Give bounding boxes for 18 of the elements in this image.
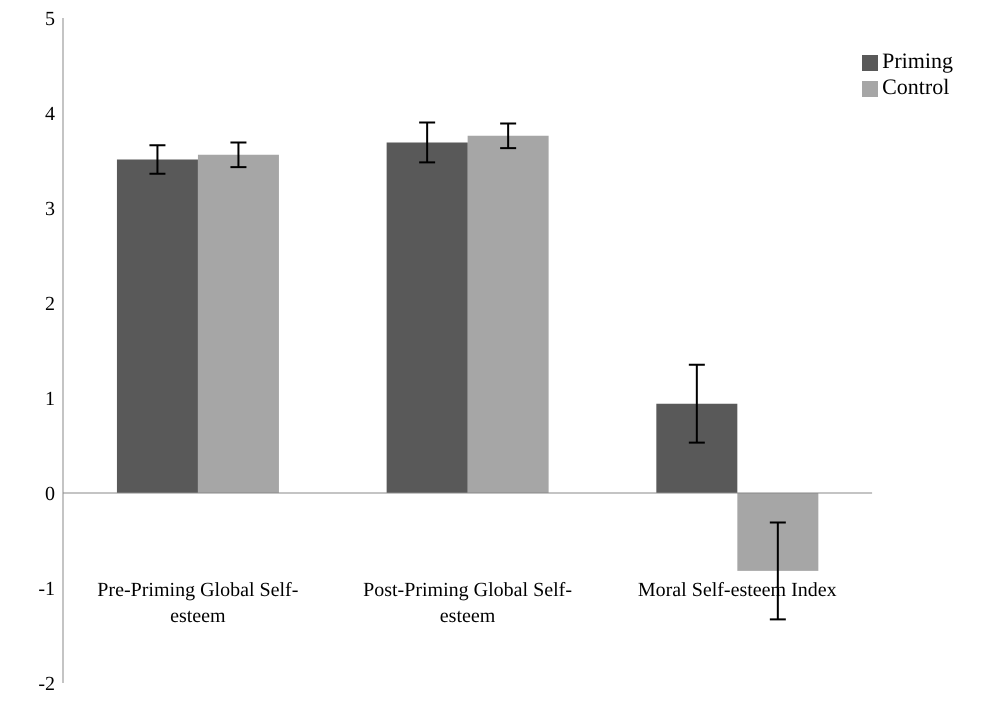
y-tick-label: 3 bbox=[45, 198, 55, 220]
y-tick-label: 0 bbox=[45, 483, 55, 506]
bar bbox=[116, 160, 198, 493]
bar bbox=[656, 404, 738, 493]
y-tick-label: 2 bbox=[45, 293, 55, 316]
y-tick-label: 4 bbox=[45, 103, 55, 126]
x-tick-label: Post-Priming Global Self-esteem bbox=[363, 579, 572, 627]
y-tick-label: -1 bbox=[38, 578, 55, 600]
y-tick-label: 5 bbox=[45, 8, 55, 30]
y-tick-label: 1 bbox=[45, 388, 55, 410]
bar bbox=[737, 493, 818, 571]
bar bbox=[198, 154, 279, 493]
x-tick-label: Pre-Priming Global Self-esteem bbox=[97, 579, 298, 627]
bar bbox=[468, 136, 549, 493]
y-tick-label: -2 bbox=[38, 673, 55, 696]
legend-label: Control bbox=[882, 74, 950, 99]
bar bbox=[386, 142, 468, 493]
legend-label: Priming bbox=[882, 48, 953, 73]
